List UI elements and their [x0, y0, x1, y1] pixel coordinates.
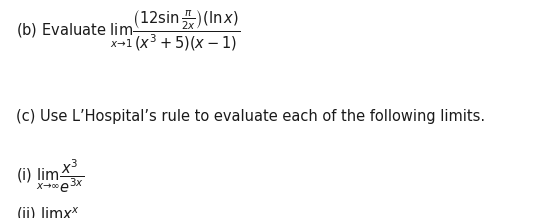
Text: (c) Use L’Hospital’s rule to evaluate each of the following limits.: (c) Use L’Hospital’s rule to evaluate ea… — [16, 109, 486, 124]
Text: (ii) $\lim_{x\to 0}x^x$: (ii) $\lim_{x\to 0}x^x$ — [16, 205, 81, 218]
Text: (b) Evaluate $\lim_{x\to 1}\dfrac{\left(12\sin\frac{\pi}{2x}\right)(\ln x)}{(x^3: (b) Evaluate $\lim_{x\to 1}\dfrac{\left(… — [16, 9, 240, 53]
Text: (i) $\lim_{x\to\infty}\dfrac{x^3}{e^{3x}}$: (i) $\lim_{x\to\infty}\dfrac{x^3}{e^{3x}… — [16, 157, 84, 195]
